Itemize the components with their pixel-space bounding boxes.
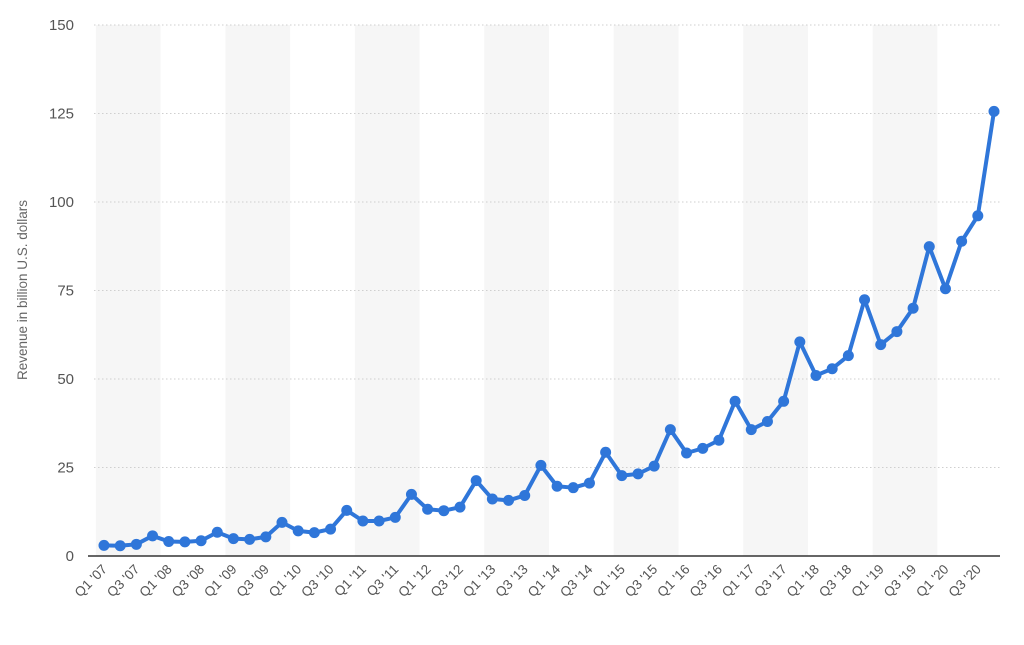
- x-tick-label: Q3 '11: [364, 562, 402, 600]
- x-tick-label: Q1 '20: [913, 562, 951, 600]
- data-point[interactable]: [325, 523, 337, 535]
- data-point[interactable]: [745, 424, 757, 436]
- data-point[interactable]: [227, 533, 239, 545]
- x-tick-label: Q1 '08: [136, 562, 174, 600]
- data-point[interactable]: [341, 504, 353, 516]
- data-point[interactable]: [357, 515, 369, 527]
- x-tick-label: Q3 '10: [298, 562, 336, 600]
- data-point[interactable]: [276, 516, 288, 528]
- data-point[interactable]: [923, 241, 935, 253]
- x-tick-label: Q1 '18: [784, 562, 822, 600]
- x-tick-label: Q1 '15: [590, 562, 628, 600]
- data-point[interactable]: [859, 294, 871, 306]
- y-tick-label: 50: [57, 371, 74, 388]
- data-point[interactable]: [567, 482, 579, 494]
- data-point[interactable]: [616, 470, 628, 482]
- x-tick-label: Q3 '18: [816, 562, 854, 600]
- data-point[interactable]: [195, 535, 207, 547]
- data-point[interactable]: [405, 488, 417, 500]
- x-tick-label: Q3 '14: [557, 561, 596, 600]
- x-tick-label: Q1 '10: [266, 562, 304, 600]
- data-point[interactable]: [826, 363, 838, 375]
- data-point[interactable]: [842, 350, 854, 362]
- data-point[interactable]: [454, 501, 466, 513]
- y-tick-label: 125: [49, 106, 74, 123]
- data-point[interactable]: [664, 424, 676, 436]
- x-tick-label: Q1 '11: [331, 562, 369, 600]
- x-tick-label: Q1 '17: [719, 562, 757, 600]
- x-tick-label: Q3 '17: [751, 562, 789, 600]
- column-band: [743, 25, 808, 556]
- data-point[interactable]: [810, 369, 822, 381]
- data-point[interactable]: [761, 415, 773, 427]
- x-tick-label: Q3 '07: [104, 562, 142, 600]
- data-point[interactable]: [729, 395, 741, 407]
- data-point[interactable]: [211, 526, 223, 538]
- x-tick-label: Q1 '07: [72, 562, 110, 600]
- data-point[interactable]: [292, 525, 304, 537]
- x-tick-label: Q3 '12: [428, 562, 466, 600]
- data-point[interactable]: [503, 494, 515, 506]
- x-tick-label: Q3 '20: [946, 562, 984, 600]
- data-point[interactable]: [308, 527, 320, 539]
- x-tick-label: Q1 '13: [460, 562, 498, 600]
- data-point[interactable]: [794, 336, 806, 348]
- y-axis-ticks: 0 25 50 75 100 125 150: [49, 17, 74, 565]
- data-point[interactable]: [939, 283, 951, 295]
- data-point[interactable]: [875, 339, 887, 351]
- y-axis-label: Revenue in billion U.S. dollars: [15, 200, 30, 380]
- data-point[interactable]: [891, 326, 903, 338]
- data-point[interactable]: [260, 531, 272, 543]
- data-point[interactable]: [778, 395, 790, 407]
- data-point[interactable]: [648, 460, 660, 472]
- data-point[interactable]: [486, 493, 498, 505]
- data-point[interactable]: [519, 489, 531, 501]
- x-tick-label: Q1 '14: [525, 561, 564, 600]
- data-point[interactable]: [244, 533, 256, 545]
- x-tick-label: Q3 '16: [687, 562, 725, 600]
- data-point[interactable]: [438, 505, 450, 517]
- data-point[interactable]: [713, 434, 725, 446]
- series-revenue: [98, 105, 1000, 552]
- data-point[interactable]: [535, 459, 547, 471]
- data-point[interactable]: [972, 210, 984, 222]
- data-point[interactable]: [422, 503, 434, 515]
- data-point[interactable]: [632, 468, 644, 480]
- y-tick-label: 25: [57, 460, 74, 477]
- data-point[interactable]: [114, 540, 126, 552]
- data-point[interactable]: [130, 538, 142, 550]
- gridlines: [88, 24, 1000, 557]
- x-tick-label: Q3 '09: [234, 562, 272, 600]
- y-tick-label: 100: [49, 194, 74, 211]
- x-tick-label: Q3 '19: [881, 562, 919, 600]
- data-point[interactable]: [907, 302, 919, 314]
- data-point[interactable]: [98, 539, 110, 551]
- data-point[interactable]: [163, 535, 175, 547]
- data-point[interactable]: [600, 446, 612, 458]
- data-point[interactable]: [583, 477, 595, 489]
- data-point[interactable]: [147, 530, 159, 542]
- data-point[interactable]: [179, 536, 191, 548]
- x-tick-label: Q3 '13: [492, 562, 530, 600]
- x-tick-label: Q3 '15: [622, 562, 660, 600]
- data-point[interactable]: [389, 511, 401, 523]
- data-point[interactable]: [551, 480, 563, 492]
- data-point[interactable]: [373, 515, 385, 527]
- y-tick-label: 75: [57, 283, 74, 300]
- x-tick-label: Q3 '08: [169, 562, 207, 600]
- x-tick-label: Q1 '16: [654, 562, 692, 600]
- x-tick-label: Q1 '19: [848, 562, 886, 600]
- y-tick-label: 0: [66, 548, 74, 565]
- data-point[interactable]: [470, 475, 482, 487]
- x-tick-label: Q1 '12: [395, 562, 433, 600]
- data-point[interactable]: [681, 447, 693, 459]
- y-tick-label: 150: [49, 17, 74, 34]
- data-point[interactable]: [697, 442, 709, 454]
- data-point[interactable]: [988, 105, 1000, 117]
- x-tick-label: Q1 '09: [201, 562, 239, 600]
- data-point[interactable]: [956, 235, 968, 247]
